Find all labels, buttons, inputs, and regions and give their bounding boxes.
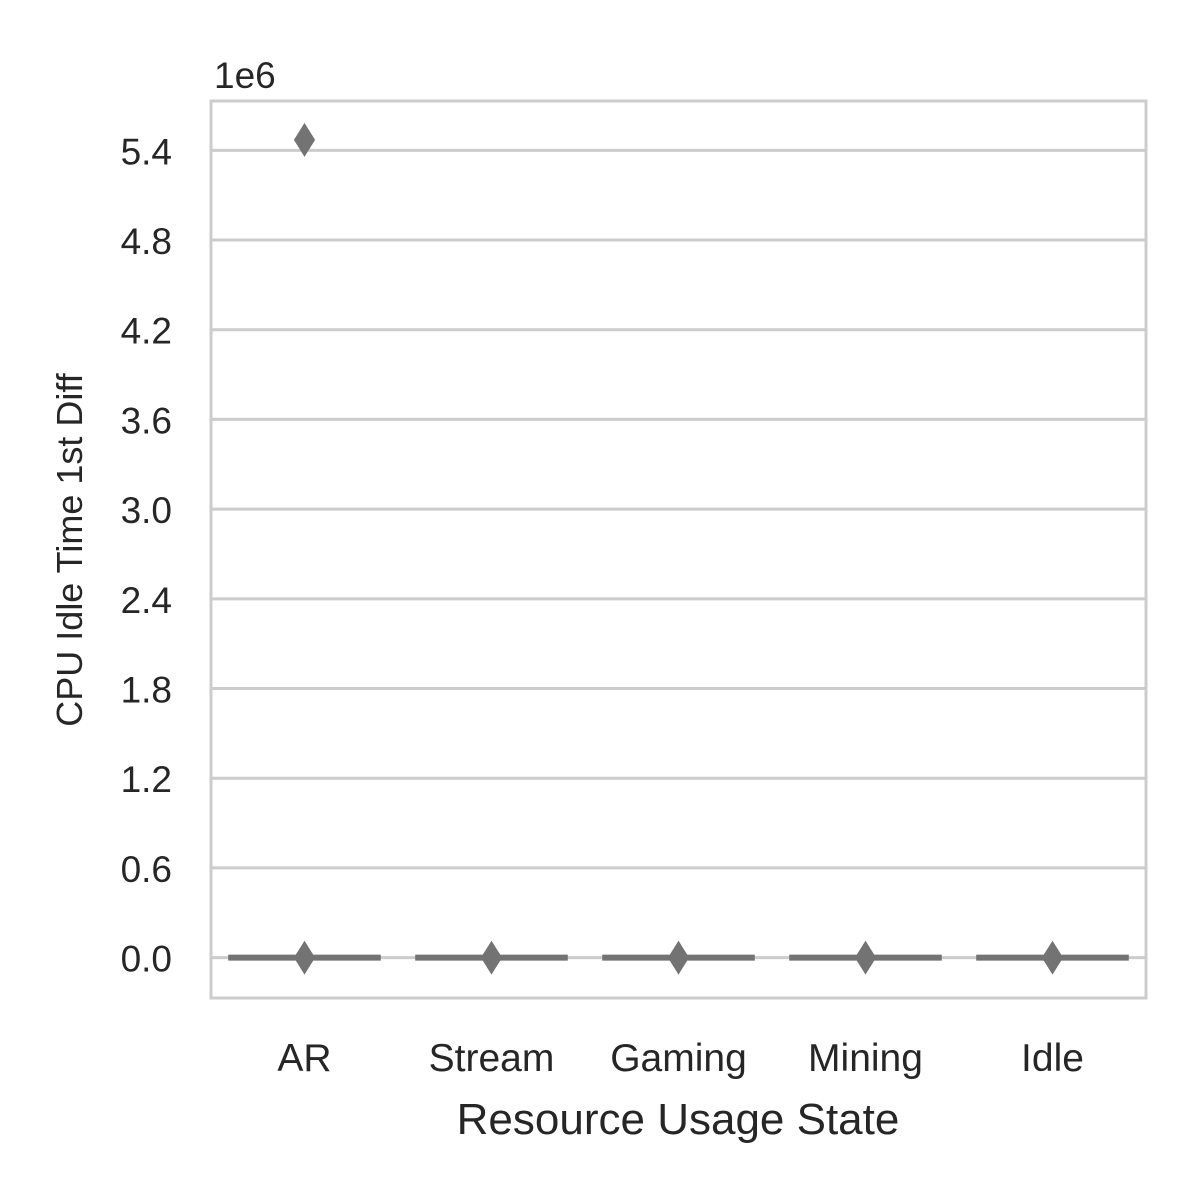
y-tick-label: 1.8 <box>121 670 172 711</box>
y-tick-label: 4.8 <box>121 221 172 262</box>
y-tick-labels: 0.0 0.6 1.2 1.8 2.4 3.0 3.6 4.2 4.8 5.4 <box>121 131 172 979</box>
x-tick-label: Gaming <box>610 1037 747 1080</box>
boxes <box>228 122 1129 975</box>
outlier-point <box>1041 940 1064 975</box>
y-axis-label: CPU Idle Time 1st Diff <box>49 372 90 726</box>
y-tick-label: 0.6 <box>121 849 172 890</box>
y-tick-label: 3.6 <box>121 400 172 441</box>
x-tick-labels: AR Stream Gaming Mining Idle <box>277 1037 1084 1080</box>
box-ar <box>228 122 381 975</box>
box-mining <box>789 940 942 975</box>
x-axis-label: Resource Usage State <box>457 1095 900 1144</box>
box-idle <box>976 940 1129 975</box>
x-tick-label: Idle <box>1021 1037 1084 1080</box>
x-tick-label: AR <box>277 1037 331 1080</box>
plot-frame <box>209 99 1148 1000</box>
outlier-point <box>293 940 316 975</box>
y-tick-label: 4.2 <box>121 311 172 352</box>
box-stream <box>415 940 568 975</box>
x-tick-label: Stream <box>429 1037 555 1080</box>
y-tick-label: 5.4 <box>121 131 172 172</box>
grid-lines <box>211 148 1146 960</box>
outlier-point <box>293 122 316 157</box>
outlier-point <box>854 940 877 975</box>
y-tick-label: 1.2 <box>121 759 172 800</box>
box-gaming <box>602 940 755 975</box>
y-tick-label: 3.0 <box>121 490 172 531</box>
y-tick-label: 0.0 <box>121 939 172 980</box>
outlier-point <box>667 940 690 975</box>
outlier-point <box>480 940 503 975</box>
y-tick-label: 2.4 <box>121 580 172 621</box>
y-offset-label: 1e6 <box>214 55 276 96</box>
x-tick-label: Mining <box>808 1037 923 1080</box>
